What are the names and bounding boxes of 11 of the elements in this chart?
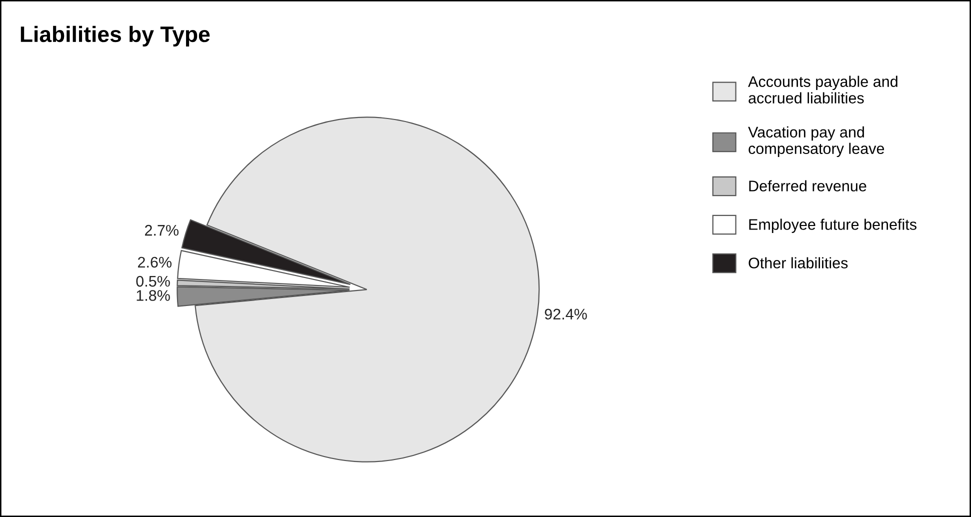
legend-label: Accounts payable and accrued liabilities bbox=[748, 76, 898, 104]
legend-label: Deferred revenue bbox=[749, 180, 866, 192]
data-label: 2.6% bbox=[138, 256, 172, 268]
data-label: 0.5% bbox=[136, 276, 170, 287]
data-label: 92.4% bbox=[544, 308, 587, 320]
data-label: 2.7% bbox=[145, 224, 179, 236]
legend-label: Employee future benefits bbox=[749, 218, 916, 233]
data-label: 1.8% bbox=[136, 290, 170, 301]
legend-label: Vacation pay and compensatory leave bbox=[748, 126, 884, 158]
chart-title: Liabilities by Type bbox=[20, 26, 210, 47]
legend-label: Other liabilities bbox=[748, 257, 848, 268]
